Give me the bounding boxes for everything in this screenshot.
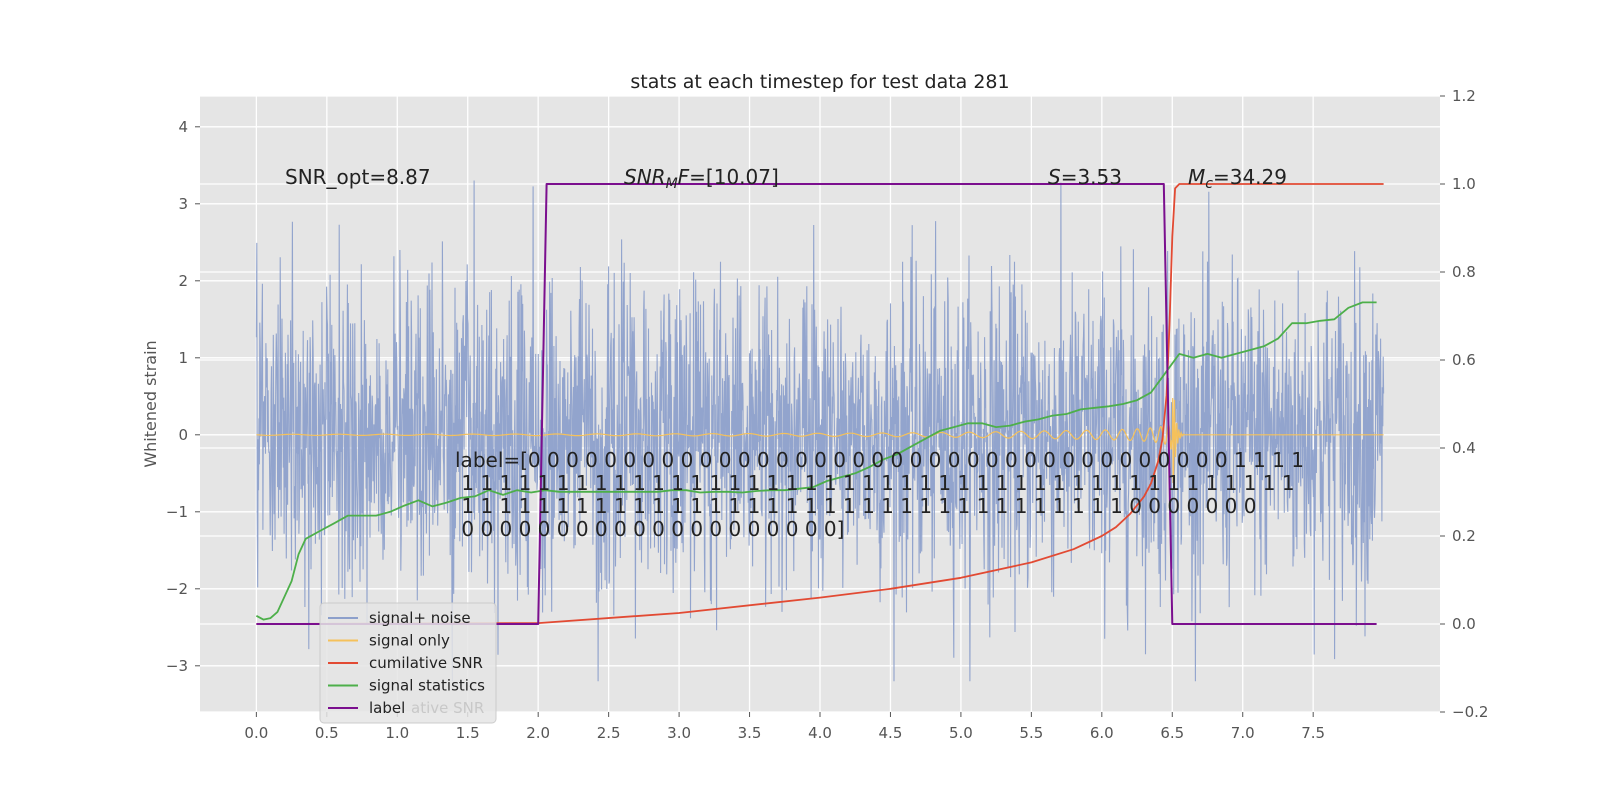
y-axis-label: Whitened strain [141, 340, 160, 467]
signal-statistics-line [255, 301, 1377, 621]
y2-tick-label: 0.2 [1452, 527, 1476, 545]
x-tick-label: 7.5 [1301, 724, 1325, 742]
legend-label: signal statistics [369, 677, 485, 695]
x-axis-ticks: 0.0 0.5 1.0 1.5 2.0 2.5 3.0 3.5 4.0 4.5 5.0 5.5 6.0 6… [244, 712, 1325, 742]
snr-mf-main: SNR [624, 165, 666, 189]
x-tick-label: 4.5 [879, 724, 903, 742]
y-tick-label: −2 [166, 580, 188, 598]
mc-symbol: M [1188, 165, 1205, 189]
annotation-snr-mf: SNRMF=[10.07] [624, 165, 779, 192]
chart-title: stats at each timestep for test data 281 [630, 71, 1009, 93]
x-tick-label: 3.5 [738, 724, 762, 742]
label-line-2: 1 1 1 1 1 1 1 1 1 1 1 1 1 1 1 1 1 1 1 1 … [455, 471, 1295, 495]
x-tick-label: 4.0 [808, 724, 832, 742]
legend-label: label [369, 699, 405, 717]
s-symbol: S [1048, 165, 1061, 189]
legend-label: cumilative SNR [369, 654, 483, 672]
snr-mf-value: =[10.07] [689, 165, 779, 189]
label-line-3: 1 1 1 1 1 1 1 1 1 1 1 1 1 1 1 1 1 1 1 1 … [455, 494, 1256, 518]
mc-value: =34.29 [1213, 165, 1287, 189]
x-tick-label: 1.0 [385, 724, 409, 742]
x-tick-label: 0.5 [315, 724, 339, 742]
x-tick-label: 3.0 [667, 724, 691, 742]
annotation-label-array: label=[0 0 0 0 0 0 0 0 0 0 0 0 0 0 0 0 0… [455, 448, 1304, 541]
y-axis-ticks: −3 −2 −1 0 1 2 3 4 [166, 118, 200, 675]
snr-mf-italic: F [678, 165, 690, 189]
signal-only-line [256, 397, 1384, 484]
y2-tick-label: 0.6 [1452, 351, 1476, 369]
y2-tick-label: 0.8 [1452, 263, 1476, 281]
y-tick-label: −3 [166, 657, 188, 675]
cumulative-snr-line [256, 183, 1384, 625]
y2-tick-label: 0.0 [1452, 615, 1476, 633]
legend-label: signal+ noise [369, 609, 471, 627]
x-tick-label: 6.0 [1090, 724, 1114, 742]
y2-tick-label: 0.4 [1452, 439, 1476, 457]
legend-items: signal+ noise signal only cumilative SNR si… [328, 609, 485, 717]
series-cumulative-snr [256, 183, 1384, 625]
label-line-4: 0 0 0 0 0 0 0 0 0 0 0 0 0 0 0 0 0 0 0 0] [455, 517, 844, 541]
y-tick-label: 2 [178, 272, 188, 290]
series-signal-only [256, 397, 1384, 484]
annotation-mc: Mc=34.29 [1188, 165, 1287, 192]
label-line-1: label=[0 0 0 0 0 0 0 0 0 0 0 0 0 0 0 0 0… [455, 448, 1304, 472]
y-tick-label: 0 [178, 426, 188, 444]
y-tick-label: 3 [178, 195, 188, 213]
s-value: =3.53 [1061, 165, 1122, 189]
mc-sub: c [1205, 176, 1213, 192]
x-tick-label: 5.0 [949, 724, 973, 742]
x-tick-label: 7.0 [1231, 724, 1255, 742]
series-signal-statistics [255, 301, 1377, 621]
snr-mf-sub: M [666, 176, 678, 192]
legend-ghost-text: ative SNR [411, 699, 484, 717]
x-tick-label: 6.5 [1160, 724, 1184, 742]
y2-axis-ticks: −0.2 0.0 0.2 0.4 0.6 0.8 1.0 1.2 [1440, 87, 1488, 721]
y2-tick-label: 1.0 [1452, 175, 1476, 193]
y-tick-label: 1 [178, 349, 188, 367]
legend-label: signal only [369, 632, 450, 650]
legend-box [319, 602, 497, 724]
x-tick-label: 0.0 [244, 724, 268, 742]
x-tick-label: 1.5 [456, 724, 480, 742]
x-tick-label: 2.0 [526, 724, 550, 742]
y2-tick-label: −0.2 [1452, 703, 1488, 721]
x-tick-label: 5.5 [1019, 724, 1043, 742]
y-tick-label: 4 [178, 118, 188, 136]
x-tick-label: 2.5 [597, 724, 621, 742]
annotation-s: S=3.53 [1048, 165, 1122, 189]
y-tick-label: −1 [166, 503, 188, 521]
y2-tick-label: 1.2 [1452, 87, 1476, 105]
legend: ative SNR signal+ noise signal only cumila… [319, 602, 497, 724]
annotation-snr-opt: SNR_opt=8.87 [285, 165, 431, 189]
